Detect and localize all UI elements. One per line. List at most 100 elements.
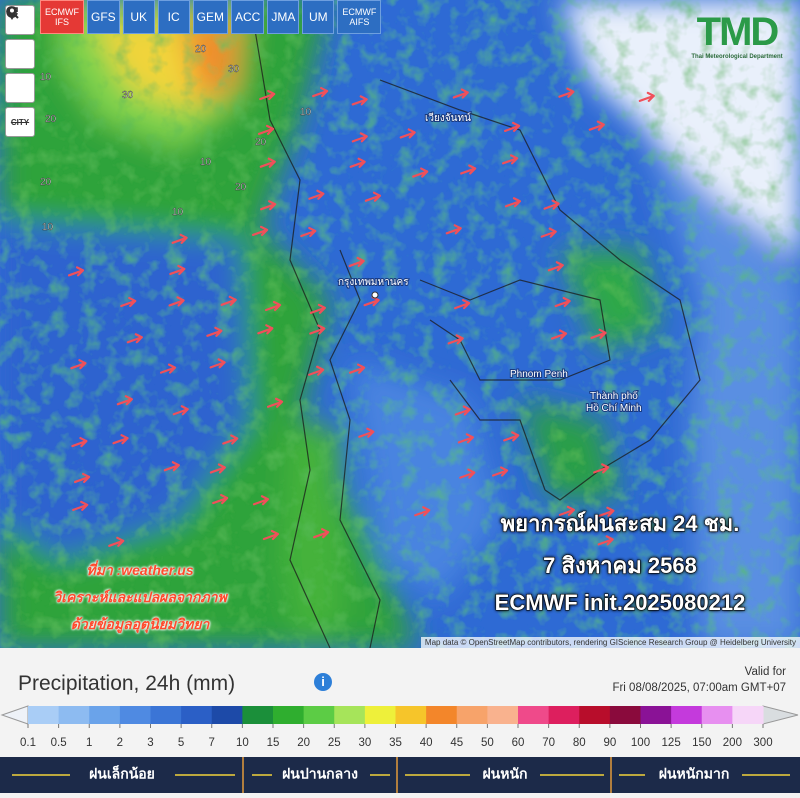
scale-label: 15 — [267, 737, 280, 749]
wind-arrow — [547, 261, 564, 272]
wind-arrow — [452, 88, 469, 99]
wind-arrow — [447, 334, 464, 345]
model-button[interactable]: GEM — [192, 0, 229, 34]
scale-swatch — [242, 706, 274, 724]
scale-swatch — [701, 706, 733, 724]
zoom-button[interactable] — [5, 6, 35, 103]
model-button[interactable]: GFS — [87, 0, 120, 34]
wind-arrow — [348, 363, 366, 374]
wind-arrow — [598, 506, 615, 517]
place-label: กรุงเทพมหานคร — [338, 277, 409, 288]
scale-label: 0.5 — [51, 737, 67, 749]
wind-arrow — [364, 191, 382, 202]
scale-arrow-right — [762, 705, 799, 725]
wind-arrow — [414, 506, 431, 517]
place-labels: เวียงจันทน์ กรุงเทพมหานคร Phnom Penh Thà… — [337, 111, 643, 415]
model-toolbar: ECMWF IFS GFS UK IC GEM ACC JMA UM ECMWF… — [40, 0, 382, 34]
model-button[interactable]: ECMWF AIFS — [337, 0, 382, 34]
wind-arrow — [501, 154, 519, 165]
wind-arrow — [220, 295, 237, 306]
wind-arrow — [558, 87, 575, 98]
city-toggle[interactable]: CITY — [5, 107, 35, 137]
wind-arrow — [503, 431, 520, 442]
contour-label: 20 — [235, 182, 247, 193]
precip-field — [0, 0, 800, 648]
wind-arrow — [116, 395, 133, 406]
model-button[interactable]: UM — [302, 0, 335, 34]
logo-subtitle: Thai Meteorological Department — [691, 54, 783, 60]
contour-label: 10 — [40, 72, 52, 83]
wind-arrow — [351, 95, 368, 106]
scale-swatch — [456, 706, 488, 724]
logo-title: TMD — [696, 10, 780, 54]
scale-label: 20 — [297, 737, 310, 749]
wind-arrow — [209, 358, 226, 369]
wind-arrow — [399, 128, 416, 139]
wind-arrow — [264, 300, 282, 312]
scale-label: 5 — [178, 737, 184, 749]
contour-labels: 20 30 10 20 30 20 10 20 10 10 20 10 — [40, 44, 312, 233]
category-label: ฝนหนัก — [482, 766, 527, 782]
wind-arrow — [259, 89, 276, 101]
wind-arrow — [251, 225, 269, 237]
scale-label: 7 — [209, 737, 215, 749]
locate-button[interactable] — [5, 7, 35, 69]
scale-label: 300 — [753, 737, 772, 749]
wind-arrow — [262, 529, 280, 541]
scale-label: 100 — [631, 737, 650, 749]
scale-label: 60 — [512, 737, 525, 749]
contour-label: 20 — [45, 114, 57, 125]
scale-swatch — [28, 706, 60, 724]
model-button[interactable]: ACC — [231, 0, 265, 34]
contour-label: 10 — [200, 157, 212, 168]
scale-label: 80 — [573, 737, 586, 749]
credit-line: ที่มา :weather.us — [86, 562, 194, 578]
wind-arrow — [212, 493, 229, 505]
model-button[interactable]: UK — [122, 0, 155, 34]
model-button[interactable]: ECMWF IFS — [40, 0, 84, 34]
wind-arrow — [67, 266, 85, 277]
wind-arrow — [491, 466, 509, 477]
wind-arrow — [445, 224, 462, 235]
scale-swatch — [426, 706, 458, 724]
scale-label: 30 — [358, 737, 371, 749]
category-label: ฝนหนักมาก — [659, 766, 730, 782]
wind-arrow — [222, 434, 239, 445]
place-label: Phnom Penh — [510, 369, 568, 380]
wind-arrow — [260, 200, 277, 211]
contour-label: 20 — [195, 44, 207, 55]
wind-arrow — [257, 324, 274, 335]
wind-arrow — [454, 405, 471, 416]
category-label: ฝนเล็กน้อย — [89, 765, 155, 782]
scale-label: 1 — [86, 737, 92, 749]
wind-arrow — [349, 157, 366, 168]
valid-label: Valid for — [744, 666, 786, 678]
wind-arrow — [71, 436, 88, 448]
contour-label: 20 — [40, 177, 52, 188]
scale-label: 200 — [723, 737, 742, 749]
wind-arrow — [460, 164, 477, 175]
scale-label: 125 — [662, 737, 681, 749]
place-label: Thành phố — [590, 390, 638, 402]
scale-swatch — [518, 706, 550, 724]
credit-line: วิเคราะห์และแปลผลจากภาพ — [53, 589, 227, 605]
scale-label: 40 — [420, 737, 433, 749]
model-button[interactable]: IC — [157, 0, 190, 34]
wind-arrow — [543, 199, 560, 210]
wind-arrow — [638, 91, 655, 102]
wind-arrow — [554, 296, 571, 308]
map-canvas: 20 30 10 20 30 20 10 20 10 10 20 10 เวียงจันทน์ กรุ… — [0, 0, 800, 648]
contour-label: 10 — [300, 107, 312, 118]
wind-arrow — [351, 132, 368, 143]
info-button[interactable]: i — [314, 673, 332, 691]
category-label: ฝนปานกลาง — [282, 766, 358, 782]
wind-arrow — [112, 434, 129, 445]
wind-arrow — [312, 86, 329, 98]
wind-arrows — [67, 86, 655, 547]
wind-arrow — [540, 227, 557, 238]
wind-arrow — [309, 303, 327, 314]
model-button[interactable]: JMA — [267, 0, 300, 34]
wind-arrow — [206, 326, 223, 337]
wind-arrow — [120, 296, 137, 308]
map[interactable]: 20 30 10 20 30 20 10 20 10 10 20 10 เวียงจันทน์ กรุ… — [0, 0, 800, 648]
